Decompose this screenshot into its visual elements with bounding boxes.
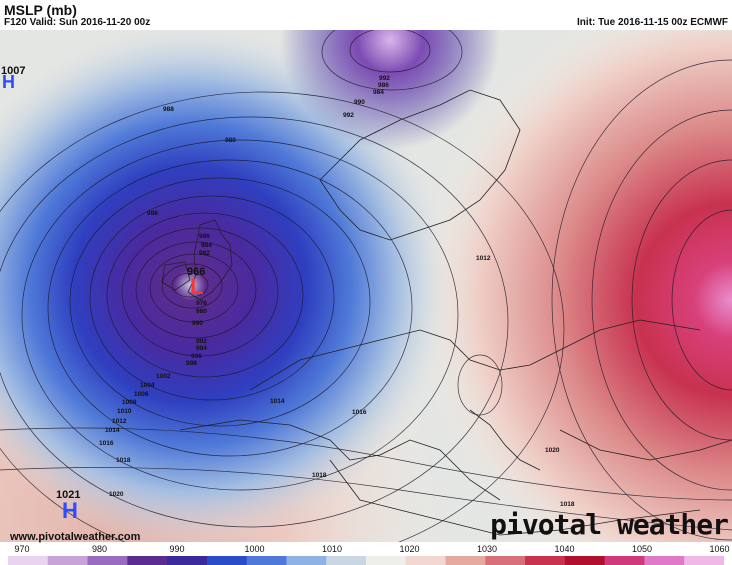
colorbar-swatch [206, 556, 248, 565]
colorbar-swatch [525, 556, 566, 565]
colorbar-swatch [246, 556, 287, 565]
colorbar-swatch [286, 556, 327, 565]
mslp-field [0, 30, 732, 542]
low-pressure-marker: L [190, 274, 204, 299]
isobar-label: 1016 [352, 409, 367, 416]
isobar-label: 976 [196, 300, 207, 307]
colorbar-swatch [127, 556, 168, 565]
isobar-label: 1018 [312, 472, 327, 479]
isobar-label: 992 [196, 338, 207, 345]
isobar-label: 984 [373, 89, 384, 96]
isobar-label: 1014 [270, 398, 285, 405]
isobar-label: 1002 [156, 373, 171, 380]
colorbar-swatch [405, 556, 447, 565]
header-bar: MSLP (mb) F120 Valid: Sun 2016-11-20 00z… [0, 0, 732, 30]
colorbar-tick-label: 980 [91, 544, 108, 554]
isobar-label: 988 [163, 106, 174, 113]
isobar-label: 992 [343, 112, 354, 119]
colorbar-tick-label: 1060 [709, 544, 730, 554]
colorbar-swatch [167, 556, 208, 565]
isobar-label: 1006 [134, 391, 149, 398]
isobar-label: 1020 [545, 447, 560, 454]
isobar-label: 1004 [140, 382, 155, 389]
colorbar-swatch [564, 556, 606, 565]
colorbar-swatch [366, 556, 407, 565]
colorbar-tick-label: 1000 [244, 544, 265, 554]
isobar-label: 986 [199, 233, 210, 240]
isobar-label: 1014 [105, 427, 120, 434]
isobar-label: 1012 [112, 418, 127, 425]
colorbar-tick-label: 1040 [554, 544, 575, 554]
isobars [0, 30, 732, 542]
colorbar-swatch [326, 556, 367, 565]
colorbar-tick-label: 1050 [631, 544, 653, 554]
colorbar-swatch [8, 556, 49, 565]
isobar-label: 1018 [116, 457, 131, 464]
init-time: Init: Tue 2016-11-15 00z ECMWF [577, 17, 728, 28]
colorbar-swatch [604, 556, 645, 565]
colorbar [8, 556, 724, 565]
colorbar-ticks: 970 980 990 1000 1010 1020 1030 1040 1050 1060 [0, 544, 732, 556]
low-center-value: 966 [187, 266, 206, 278]
isobar-label: 994 [196, 345, 207, 352]
colorbar-swatch [87, 556, 128, 565]
isobar-label: 984 [201, 242, 212, 249]
high-center-value-nw: 1007 [1, 65, 26, 77]
isobar-label: 992 [379, 75, 390, 82]
coastlines [161, 89, 732, 536]
colorbar-swatch [485, 556, 526, 565]
isobar-label: 1010 [117, 408, 132, 415]
isobar-label: 1008 [122, 399, 137, 406]
isobar-label: 988 [147, 210, 158, 217]
colorbar-swatch [445, 556, 486, 565]
colorbar-tick-label: 1010 [321, 544, 343, 554]
high-pressure-marker: H [62, 498, 78, 523]
isobar-label: 998 [186, 360, 197, 367]
colorbar-swatch [684, 556, 724, 565]
website-url: www.pivotalweather.com [10, 531, 141, 543]
isobar-label: 1020 [109, 491, 124, 498]
isobar-label: 990 [192, 320, 203, 327]
high-pressure-marker-nw: H [2, 72, 15, 92]
high-center-value: 1021 [56, 489, 81, 501]
colorbar-tick-label: 1030 [476, 544, 498, 554]
colorbar-swatch [47, 556, 89, 565]
colorbar-swatch [644, 556, 685, 565]
colorbar-tick-label: 970 [14, 544, 30, 554]
isobar-label: 1012 [476, 255, 491, 262]
isobar-label: 996 [191, 353, 202, 360]
isobar-label: 980 [225, 137, 236, 144]
pressure-map: 976 980 982 984 986 988 990 992 994 996 … [0, 30, 732, 542]
isobar-label: 1016 [99, 440, 114, 447]
isobar-label: 982 [199, 250, 210, 257]
brand-logo: pivotal weather [490, 508, 729, 541]
isobar-label: 980 [196, 308, 207, 315]
colorbar-tick-label: 1020 [399, 544, 420, 554]
isobar-label: 1018 [560, 501, 575, 508]
map-title: MSLP (mb) [4, 2, 77, 18]
valid-time: F120 Valid: Sun 2016-11-20 00z [4, 17, 151, 28]
isobar-label: 986 [378, 82, 389, 89]
isobar-label: 990 [354, 99, 365, 106]
colorbar-tick-label: 990 [169, 544, 185, 554]
isobar-labels: 976 980 982 984 986 988 990 992 994 996 … [99, 75, 575, 508]
